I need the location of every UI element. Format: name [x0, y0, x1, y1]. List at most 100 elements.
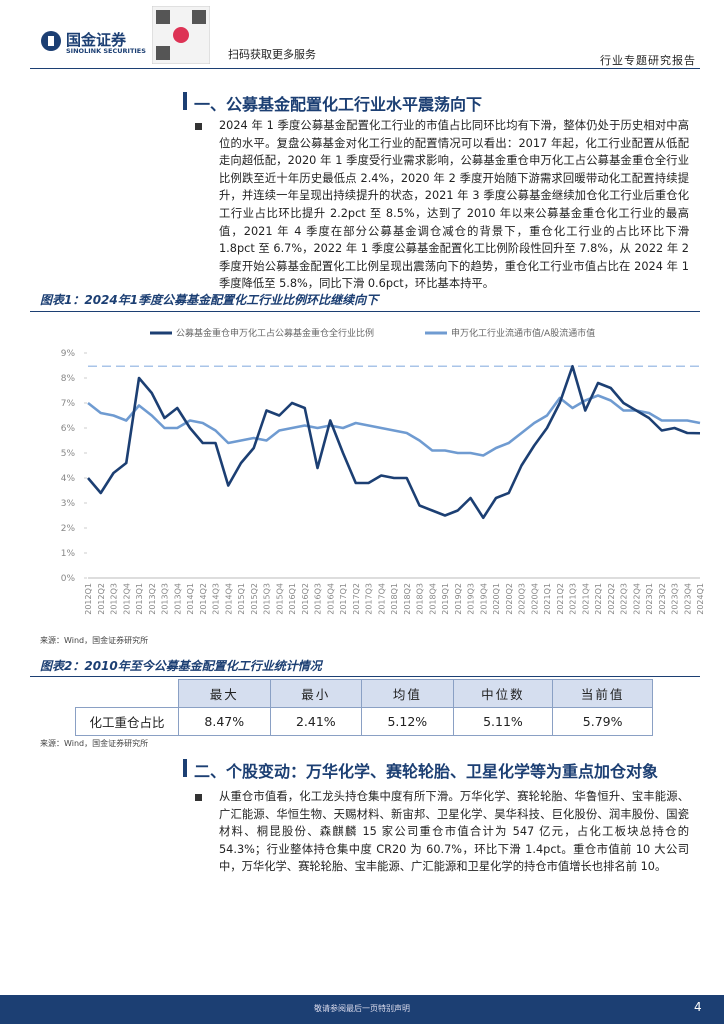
y-tick-label: 9% — [61, 349, 76, 359]
table-cell: 5.11% — [452, 707, 554, 736]
table-cell: 8.47% — [178, 707, 271, 736]
y-tick-label: 7% — [61, 399, 76, 409]
section-marker — [183, 759, 187, 777]
figure-title: 图表1：2024年1季度公募基金配置化工行业比例环比继续向下 — [40, 293, 379, 307]
x-tick-label: 2014Q4 — [224, 583, 233, 615]
x-tick-label: 2021Q1 — [543, 583, 552, 615]
section-title: 二、个股变动：万华化学、赛轮轮胎、卫星化学等为重点加仓对象 — [194, 762, 659, 781]
header-row: 最大 最小 均值 中位数 当前值 — [75, 679, 653, 708]
x-tick-label: 2015Q3 — [263, 583, 272, 615]
series-line — [87, 364, 701, 520]
x-tick-label: 2022Q4 — [632, 583, 641, 615]
x-tick-label: 2017Q3 — [365, 583, 374, 615]
x-tick-label: 2017Q1 — [339, 583, 348, 615]
x-tick-label: 2023Q4 — [683, 583, 692, 615]
header-cell: 中位数 — [452, 679, 554, 708]
y-tick-label: 1% — [61, 549, 76, 559]
x-tick-label: 2014Q2 — [199, 583, 208, 615]
x-tick-label: 2021Q4 — [581, 583, 590, 615]
x-tick-label: 2013Q2 — [148, 583, 157, 615]
x-tick-label: 2012Q2 — [97, 583, 106, 615]
x-tick-label: 2015Q4 — [275, 583, 284, 615]
qr-code — [152, 6, 210, 64]
paragraph: 从重仓市值看，化工龙头持仓集中度有所下滑。万华化学、赛轮轮胎、华鲁恒升、宝丰能源… — [219, 790, 689, 874]
logo-en: SINOLINK SECURITIES — [66, 47, 146, 55]
source: 来源：Wind，国金证券研究所 — [40, 636, 149, 645]
x-tick-label: 2015Q1 — [237, 583, 246, 615]
header-cell: 最大 — [178, 679, 271, 708]
x-tick-label: 2018Q3 — [416, 583, 425, 615]
x-tick-label: 2014Q3 — [212, 583, 221, 615]
x-tick-label: 2022Q2 — [607, 583, 616, 615]
footer-band — [0, 995, 724, 1024]
chart: 0%1%2%3%4%5%6%7%8%9%2012Q1 2012Q2 2012Q3 20… — [61, 327, 705, 615]
x-tick-label: 2019Q3 — [467, 583, 476, 615]
x-tick-label: 2024Q1 — [696, 583, 705, 615]
legend-label: 公募基金重仓申万化工占公募基金重仓全行业比例 — [176, 327, 374, 339]
x-tick-label: 2012Q3 — [110, 583, 119, 615]
x-tick-label: 2018Q2 — [403, 583, 412, 615]
figure-title: 图表2：2010年至今公募基金配置化工行业统计情况 — [40, 659, 322, 673]
x-tick-label: 2023Q2 — [658, 583, 667, 615]
figure-rule — [30, 676, 700, 677]
header-cell: 当前值 — [552, 679, 653, 708]
paragraph: 2024 年 1 季度公募基金配置化工行业的市值占比同环比均有下滑，整体仍处于历… — [219, 119, 689, 291]
y-tick-label: 4% — [61, 474, 76, 484]
table-cell: 5.12% — [361, 707, 454, 736]
header-cell — [75, 679, 179, 708]
y-tick-label: 2% — [61, 524, 76, 534]
row-label: 化工重仓占比 — [75, 707, 179, 736]
x-tick-label: 2023Q3 — [671, 583, 680, 615]
x-tick-label: 2018Q4 — [428, 583, 437, 615]
source: 来源：Wind，国金证券研究所 — [40, 739, 149, 748]
x-tick-label: 2012Q4 — [122, 583, 131, 615]
x-tick-label: 2013Q4 — [173, 583, 182, 615]
logo-cn: 国金证券 — [66, 31, 127, 49]
stats-table: 最大 最小 均值 中位数 当前值 化工重仓占比 8.47% 2.41% 5.12% 5.11% 5.… — [75, 679, 653, 736]
figure-rule — [30, 311, 700, 312]
legend-label: 申万化工行业流通市值/A股流通市值 — [451, 327, 595, 339]
header-cell: 最小 — [269, 679, 363, 708]
x-tick-label: 2020Q1 — [492, 583, 501, 615]
x-tick-label: 2021Q3 — [569, 583, 578, 615]
section-marker — [183, 92, 187, 110]
x-tick-label: 2013Q3 — [161, 583, 170, 615]
x-tick-label: 2019Q2 — [454, 583, 463, 615]
table-row: 化工重仓占比 8.47% 2.41% 5.12% 5.11% 5.79% — [75, 707, 653, 736]
table-cell: 2.41% — [269, 707, 363, 736]
header-rule — [30, 68, 700, 69]
x-tick-label: 2022Q3 — [620, 583, 629, 615]
x-tick-label: 2019Q1 — [441, 583, 450, 615]
x-tick-label: 2015Q2 — [250, 583, 259, 615]
x-tick-label: 2012Q1 — [84, 583, 93, 615]
x-tick-label: 2016Q3 — [314, 583, 323, 615]
x-tick-label: 2020Q4 — [530, 583, 539, 615]
x-tick-label: 2014Q1 — [186, 583, 195, 615]
x-tick-label: 2023Q1 — [645, 583, 654, 615]
report-type: 行业专题研究报告 — [600, 54, 696, 67]
y-tick-label: 8% — [61, 374, 76, 384]
page-number: 4 — [694, 1000, 702, 1014]
x-tick-label: 2022Q1 — [594, 583, 603, 615]
y-tick-label: 0% — [61, 574, 76, 584]
y-tick-label: 6% — [61, 424, 76, 434]
y-tick-label: 3% — [61, 499, 76, 509]
x-tick-label: 2017Q4 — [377, 583, 386, 615]
bullet — [195, 123, 202, 130]
table-cell: 5.79% — [552, 707, 653, 736]
bullet — [195, 794, 202, 801]
x-tick-label: 2016Q2 — [301, 583, 310, 615]
logo-icon — [41, 31, 61, 51]
x-tick-label: 2013Q1 — [135, 583, 144, 615]
x-tick-label: 2020Q2 — [505, 583, 514, 615]
qr-caption: 扫码获取更多服务 — [228, 48, 316, 61]
footer-disclaimer: 敬请参阅最后一页特别声明 — [314, 1004, 410, 1013]
section-title: 一、公募基金配置化工行业水平震荡向下 — [194, 95, 483, 114]
header-cell: 均值 — [361, 679, 454, 708]
series-line — [87, 394, 701, 457]
x-tick-label: 2021Q2 — [556, 583, 565, 615]
y-tick-label: 5% — [61, 449, 76, 459]
x-tick-label: 2019Q4 — [479, 583, 488, 615]
x-tick-label: 2016Q4 — [326, 583, 335, 615]
